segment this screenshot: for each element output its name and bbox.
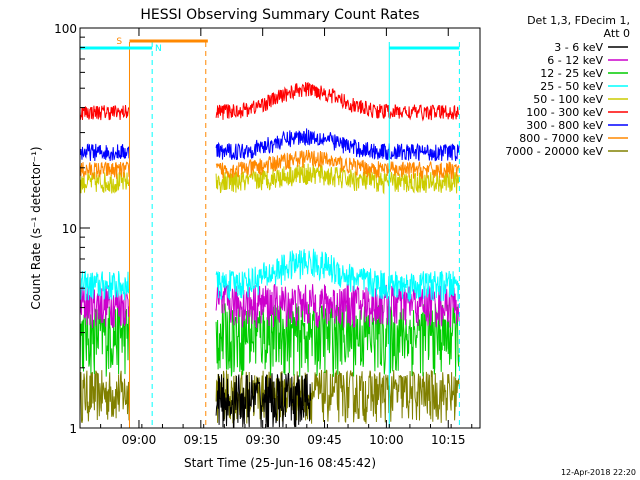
legend-label-3: 25 - 50 keV: [540, 80, 603, 93]
flag-label-S: S: [116, 37, 122, 47]
series-line-50-100keV: [215, 163, 460, 195]
legend-label-1: 6 - 12 keV: [547, 54, 603, 67]
x-tick-label-5: 10:15: [431, 433, 466, 447]
series-line-3-6keV: [215, 372, 312, 428]
x-axis-label: Start Time (25-Jun-16 08:45:42): [184, 456, 376, 470]
legend-label-7: 800 - 7000 keV: [519, 132, 603, 145]
x-tick-label-3: 09:45: [307, 433, 342, 447]
legend-header-1: Det 1,3, FDecim 1,: [527, 14, 630, 27]
series-line-7000-20000keV: [79, 370, 130, 424]
y-tick-label-0: 1: [69, 422, 77, 436]
axes-layer: 09:00 09:15 09:30 09:45 10:00 10:15 1 10 100: [54, 22, 473, 447]
legend-label-0: 3 - 6 keV: [554, 41, 603, 54]
series-line-25-50keV: [215, 248, 460, 302]
x-tick-label-4: 10:00: [369, 433, 404, 447]
series-line-100-300keV: [79, 104, 130, 121]
flag-label-N: N: [155, 44, 162, 54]
footer-date: 12-Apr-2018 22:20: [561, 468, 636, 477]
series-line-800-7000keV: [215, 149, 460, 180]
series-line-300-800keV: [79, 143, 130, 162]
legend-label-6: 300 - 800 keV: [526, 119, 603, 132]
x-tick-label-0: 09:00: [122, 433, 157, 447]
series-line-6-12keV: [215, 283, 460, 329]
y-axis-label: Count Rate (s⁻¹ detector⁻¹): [29, 146, 43, 309]
legend-label-4: 50 - 100 keV: [533, 93, 603, 106]
series-line-25-50keV: [79, 270, 130, 301]
x-tick-label-2: 09:30: [245, 433, 280, 447]
series-line-300-800keV: [215, 128, 460, 162]
series-line-100-300keV: [215, 82, 460, 122]
series-line-6-12keV: [79, 284, 130, 329]
series-line-7000-20000keV: [215, 369, 460, 424]
series-line-12-25keV: [79, 303, 130, 377]
legend-label-5: 100 - 300 keV: [526, 106, 603, 119]
chart-title: HESSI Observing Summary Count Rates: [140, 7, 419, 23]
y-tick-label-2: 100: [54, 22, 77, 36]
x-tick-label-1: 09:15: [184, 433, 219, 447]
legend-header-2: Att 0: [604, 27, 630, 40]
series-line-800-7000keV: [79, 161, 130, 180]
legend-label-2: 12 - 25 keV: [540, 67, 603, 80]
legend-label-8: 7000 - 20000 keV: [505, 145, 603, 158]
plot-layer: SN: [79, 37, 460, 428]
y-tick-label-1: 10: [62, 222, 77, 236]
